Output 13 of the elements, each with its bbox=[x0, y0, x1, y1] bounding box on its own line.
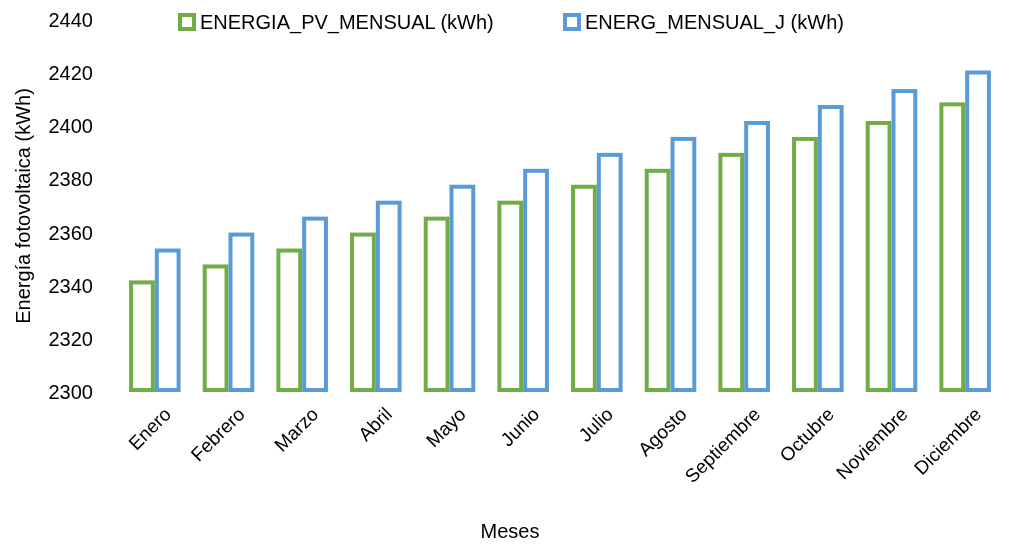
y-tick-label: 2360 bbox=[48, 221, 93, 244]
y-tick-label: 2400 bbox=[48, 115, 93, 138]
y-tick-label: 2320 bbox=[48, 327, 93, 350]
legend-label: ENERG_MENSUAL_J (kWh) bbox=[585, 11, 844, 34]
y-tick-label: 2380 bbox=[48, 168, 93, 191]
y-tick-label: 2300 bbox=[48, 381, 93, 403]
y-axis-title: Energía fotovoltaica (kWh) bbox=[12, 88, 34, 324]
y-tick-label: 2340 bbox=[48, 274, 93, 297]
y-tick-label: 2420 bbox=[48, 62, 93, 85]
x-axis-title: Meses bbox=[480, 520, 540, 542]
legend-label: ENERGIA_PV_MENSUAL (kWh) bbox=[200, 11, 494, 34]
x-tick-label: Julio bbox=[574, 403, 618, 446]
y-tick-label: 2440 bbox=[48, 9, 93, 31]
